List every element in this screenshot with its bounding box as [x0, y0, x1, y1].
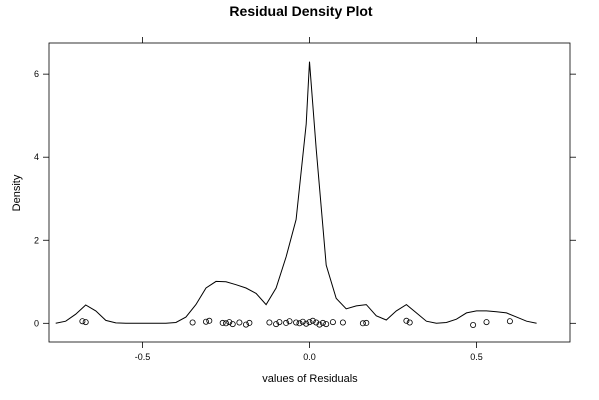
rug-point	[359, 320, 366, 327]
rug-point	[316, 321, 323, 328]
rug-point	[323, 321, 330, 328]
rug-point	[189, 319, 196, 326]
rug-point	[202, 318, 209, 325]
y-tick-label: 0	[34, 318, 39, 328]
chart-title: Residual Density Plot	[229, 3, 372, 19]
rug-point	[283, 319, 290, 326]
x-axis-label: values of Residuals	[262, 373, 358, 385]
plot-frame	[48, 42, 571, 343]
rug-point	[219, 319, 226, 326]
y-axis-label: Density	[11, 174, 23, 211]
rug-point	[236, 319, 243, 326]
rug-point	[363, 319, 370, 326]
rug-point	[306, 319, 313, 326]
rug-point	[229, 321, 236, 328]
y-tick-label: 6	[34, 69, 39, 79]
rug-point	[506, 318, 513, 325]
rug-point	[266, 319, 273, 326]
rug-point	[319, 319, 326, 326]
rug-point	[82, 319, 89, 326]
x-tick-label: 0.5	[470, 352, 483, 362]
rug-point	[293, 319, 300, 326]
rug-point	[206, 317, 213, 324]
rug-point	[406, 319, 413, 326]
rug-point	[296, 320, 303, 327]
x-tick-label: 0.0	[303, 352, 316, 362]
rug-point	[299, 318, 306, 325]
rug-point	[242, 321, 249, 328]
rug-point	[403, 317, 410, 324]
rug-point	[79, 318, 86, 325]
rug-point	[483, 319, 490, 326]
rug-point	[273, 321, 280, 328]
rug-point	[246, 319, 253, 326]
rug-point	[470, 321, 477, 328]
rug-point	[222, 320, 229, 327]
rug-point	[329, 319, 336, 326]
rug-point	[313, 319, 320, 326]
y-tick-label: 2	[34, 235, 39, 245]
axis-ticks	[43, 37, 576, 348]
axis-tick-labels: -0.5 0.0 0.5 0 2 4 6	[34, 69, 483, 362]
density-line	[55, 61, 537, 324]
rug-point	[339, 319, 346, 326]
rug-point	[286, 318, 293, 325]
y-tick-label: 4	[34, 152, 39, 162]
x-tick-label: -0.5	[135, 352, 151, 362]
rug-point	[303, 320, 310, 327]
rug-point	[309, 317, 316, 324]
rug-point	[276, 319, 283, 326]
rug-points	[79, 317, 513, 328]
rug-point	[226, 319, 233, 326]
